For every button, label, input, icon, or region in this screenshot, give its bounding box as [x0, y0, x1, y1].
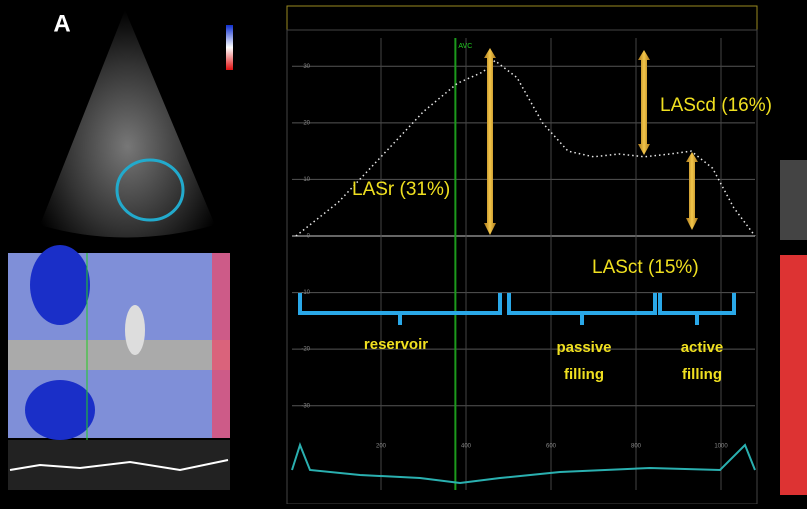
strain-map-band [8, 340, 230, 370]
lascd-arrow [638, 50, 650, 155]
panel-label: A [53, 10, 70, 37]
annotation: LASr (31%) [352, 179, 450, 200]
phase-labels: reservoir passive filling active filling [364, 336, 723, 383]
cropped-panel [780, 255, 807, 495]
cropped-panel [780, 160, 807, 240]
tracking-contour [115, 158, 185, 222]
event-label: AVC [458, 43, 472, 50]
strain-map-edge [212, 253, 230, 438]
ecg-trace [9, 459, 229, 472]
echo-panel: A [8, 10, 233, 490]
strain-map-blob [125, 305, 145, 355]
x-tick-label: 600 [546, 444, 557, 450]
annotations: LASr (31%) LAScd (16%) LASct (15%) [352, 95, 772, 278]
phase-label: reservoir [364, 336, 428, 353]
echo-image [40, 10, 215, 238]
chart-frame [286, 29, 758, 505]
plot: 30 20 10 0 -10 -20 -30 200 400 600 800 1000 AVC [292, 38, 756, 490]
lasct-arrow [686, 152, 698, 230]
chart-header [286, 5, 758, 31]
y-tick-label: -30 [301, 403, 310, 409]
y-tick-label: -10 [301, 290, 310, 296]
y-tick-label: 10 [303, 177, 310, 183]
x-tick-label: 200 [376, 444, 387, 450]
y-tick-label: 20 [303, 120, 310, 126]
passive-brace [507, 293, 657, 325]
phase-label: filling [564, 366, 604, 383]
x-tick-label: 1000 [714, 444, 728, 450]
strain-map-blob [30, 245, 90, 325]
color-bar [226, 25, 233, 70]
lasr-arrow [484, 48, 496, 235]
x-tick-label: 800 [631, 444, 642, 450]
phase-label: active [681, 339, 724, 356]
strain-map-blob [25, 380, 95, 440]
active-brace [658, 293, 736, 325]
reservoir-brace [298, 293, 502, 325]
y-tick-label: -20 [301, 347, 310, 353]
arrows [484, 48, 698, 235]
y-tick-label: 0 [307, 234, 311, 240]
phase-label: filling [682, 366, 722, 383]
strain-curve [295, 59, 756, 237]
x-tick-label: 400 [461, 444, 472, 450]
phase-label: passive [556, 339, 611, 356]
annotation: LASct (15%) [592, 257, 699, 278]
annotation: LAScd (16%) [660, 95, 772, 116]
volume-trace [291, 442, 756, 485]
y-tick-label: 30 [303, 64, 310, 70]
